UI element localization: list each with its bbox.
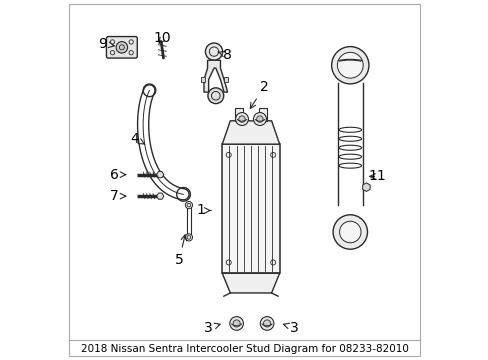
Bar (234, 108, 243, 121)
Circle shape (238, 116, 244, 122)
Bar (201, 77, 204, 82)
Text: 3: 3 (283, 321, 299, 335)
Circle shape (229, 317, 243, 330)
Text: 2018 Nissan Sentra Intercooler Stud Diagram for 08233-82010: 2018 Nissan Sentra Intercooler Stud Diag… (81, 344, 407, 354)
Text: 4: 4 (130, 132, 144, 146)
Bar (258, 108, 267, 121)
Circle shape (185, 234, 192, 241)
Text: 2: 2 (250, 80, 268, 108)
Polygon shape (222, 121, 279, 144)
Circle shape (207, 88, 223, 104)
Circle shape (235, 113, 248, 126)
Text: 10: 10 (154, 31, 171, 45)
Bar (222, 144, 279, 273)
Circle shape (263, 320, 270, 327)
Circle shape (256, 116, 263, 122)
Circle shape (205, 43, 222, 60)
Text: 9: 9 (98, 37, 114, 51)
Polygon shape (203, 60, 227, 92)
FancyBboxPatch shape (106, 37, 137, 58)
Text: 8: 8 (217, 48, 232, 62)
Circle shape (116, 41, 127, 53)
Text: 11: 11 (367, 170, 385, 183)
Text: 7: 7 (110, 189, 125, 203)
Circle shape (233, 320, 240, 327)
Text: 6: 6 (110, 168, 125, 182)
Circle shape (185, 202, 192, 209)
Circle shape (332, 215, 367, 249)
Text: 1: 1 (196, 203, 210, 217)
Circle shape (337, 52, 363, 78)
Text: 3: 3 (204, 321, 220, 335)
Circle shape (339, 221, 360, 243)
Circle shape (331, 46, 368, 84)
Circle shape (260, 317, 273, 330)
Polygon shape (222, 273, 279, 293)
Circle shape (253, 113, 266, 126)
Bar (224, 77, 227, 82)
Text: 5: 5 (175, 235, 186, 267)
